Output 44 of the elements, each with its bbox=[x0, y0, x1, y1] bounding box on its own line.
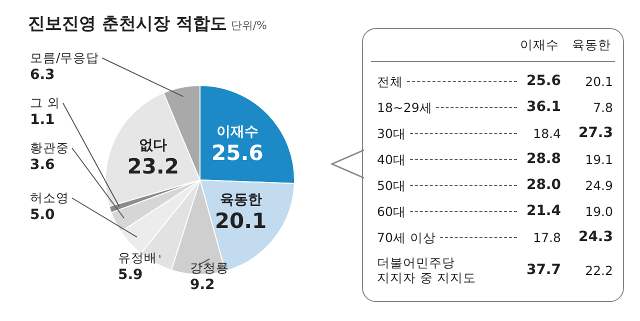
slice-label: 그 외 bbox=[30, 95, 60, 110]
chart-title: 진보진영 춘천시장 적합도 bbox=[28, 14, 227, 34]
data-label: 9.2 bbox=[190, 277, 215, 293]
slice-label: 황관중 bbox=[30, 140, 69, 155]
y-tick-label: 70세 이상 bbox=[377, 230, 436, 244]
data-label: 18.4 bbox=[532, 126, 561, 140]
chart-subtitle: 단위/% bbox=[230, 19, 268, 32]
y-tick-label: 30대 bbox=[377, 126, 406, 140]
data-label: 17.8 bbox=[532, 230, 561, 244]
slice-label: 강청룡 bbox=[190, 260, 229, 275]
data-label: 25.6 bbox=[212, 140, 264, 165]
data-label: 24.3 bbox=[577, 229, 613, 245]
data-label: 20.1 bbox=[214, 209, 267, 234]
data-label: 25.6 bbox=[525, 73, 561, 89]
data-label: 27.3 bbox=[577, 125, 613, 141]
data-label: 21.4 bbox=[525, 203, 561, 219]
data-label: 20.1 bbox=[584, 74, 613, 88]
slice-label: 이재수 bbox=[216, 124, 258, 140]
y-tick-label: 60대 bbox=[377, 204, 406, 218]
data-label: 23.2 bbox=[127, 154, 180, 179]
y-tick-label: 40대 bbox=[377, 152, 406, 166]
slice-label: 없다 bbox=[139, 138, 168, 154]
data-label: 19.0 bbox=[584, 204, 613, 218]
y-tick-label: 18~29세 bbox=[377, 100, 432, 114]
data-label: 37.7 bbox=[525, 262, 561, 278]
slice-label: 육동한 bbox=[220, 192, 262, 208]
data-label: 6.3 bbox=[30, 67, 55, 83]
data-label: 36.1 bbox=[525, 99, 561, 115]
data-label: 19.1 bbox=[584, 152, 613, 166]
data-label: 3.6 bbox=[30, 157, 55, 173]
data-label: 22.2 bbox=[584, 262, 613, 278]
slice-label: 허소영 bbox=[30, 190, 69, 205]
data-label: 28.8 bbox=[525, 151, 561, 167]
y-tick-label: 더불어민주당 지지자 중 지지도 bbox=[377, 255, 476, 285]
y-tick-label: 50대 bbox=[377, 178, 406, 192]
data-label: 24.9 bbox=[584, 178, 613, 192]
data-label: 1.1 bbox=[30, 112, 55, 128]
data-label: 28.0 bbox=[525, 177, 561, 193]
slice-label: 유정배 bbox=[118, 250, 157, 265]
data-label: 7.8 bbox=[592, 100, 613, 114]
data-label: 5.0 bbox=[30, 207, 56, 223]
slice-label: 모름/무응답 bbox=[30, 50, 100, 65]
data-label: 5.9 bbox=[118, 267, 143, 283]
y-tick-label: 전체 bbox=[377, 74, 403, 88]
